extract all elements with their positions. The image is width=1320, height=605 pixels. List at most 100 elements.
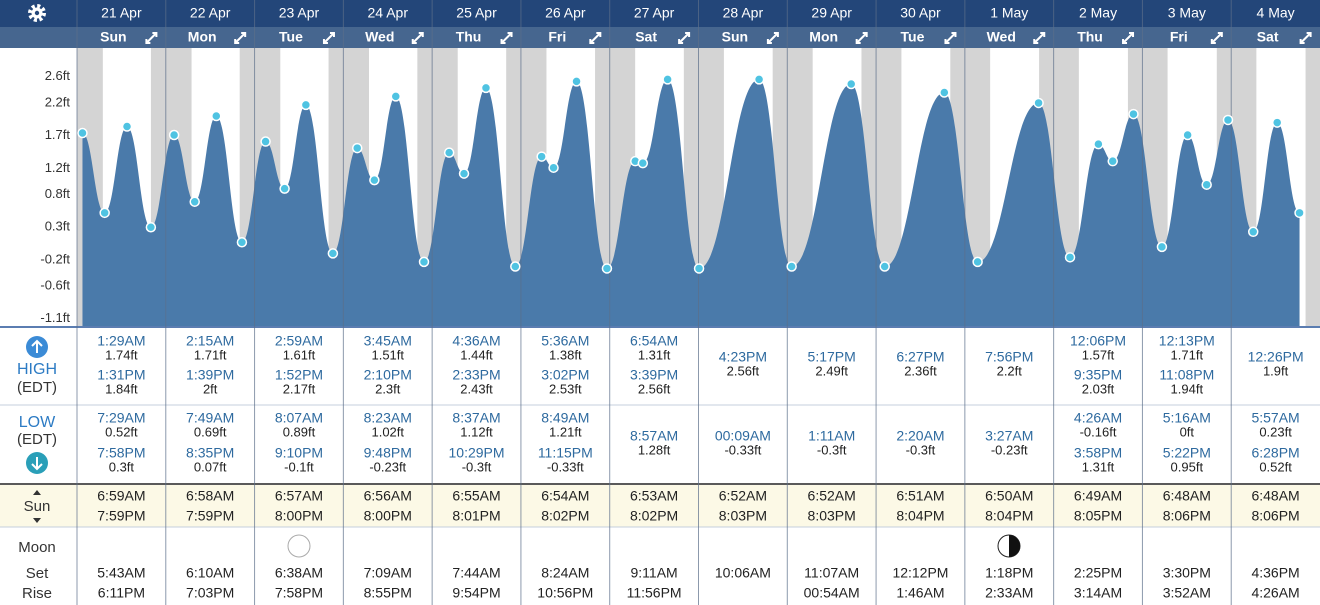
expand-icon[interactable] [234,32,247,44]
low-time: 8:57AM [630,428,678,444]
sunrise-time: 6:50AM [985,488,1033,504]
high-height: 1.94ft [1171,381,1204,396]
low-time: 7:49AM [186,410,234,426]
date-label: 1 May [990,5,1028,21]
tide-point [1128,108,1139,120]
low-height: 0.23ft [1259,424,1292,439]
date-label: 23 Apr [279,5,320,21]
tide-point [1093,138,1104,150]
moonrise-time: 3:52AM [1163,585,1211,601]
expand-icon[interactable] [322,32,335,44]
moonrise-time: 6:11PM [98,585,145,601]
moonrise-time: 11:56PM [627,585,682,601]
low-time: 5:16AM [1163,410,1211,426]
tide-point [1064,252,1076,263]
high-label: HIGH [17,361,57,378]
weekday-label: Thu [1077,29,1103,45]
tide-point [145,221,157,233]
tide-point [1201,179,1212,190]
sun-label: Sun [24,498,51,515]
chart-layer: -1.1ft -0.6ft -0.2ft 0.3ft 0.8ft 1.2ft 1.7ft 2.… [0,48,1320,326]
tide-point [637,157,649,169]
expand-icon[interactable] [145,32,158,44]
tide-point [351,142,363,154]
moonrise-time: 00:54AM [804,585,860,601]
moonrise-label: Rise [22,585,52,602]
low-height: 0.89ft [283,424,316,439]
expand-icon[interactable] [1033,32,1046,44]
high-time: 7:56PM [985,349,1033,365]
low-height: 0.69ft [194,424,227,439]
tide-point [1182,129,1193,141]
low-height: -0.16ft [1080,424,1117,439]
settings-icon[interactable] [28,4,46,22]
sunrise-time: 6:52AM [719,488,767,504]
expand-arrow [322,32,335,44]
high-height: 2.03ft [1082,381,1115,396]
low-height: -0.23ft [369,459,406,474]
weekday-label: Wed [365,29,394,45]
sunset-time: 7:59PM [186,508,234,524]
tide-point [693,263,705,274]
high-time: 5:36AM [541,333,589,349]
sunrise-time: 6:48AM [1163,488,1211,504]
expand-arrow [1210,32,1223,44]
date-label: 24 Apr [368,5,409,21]
high-height: 1.51ft [371,347,404,362]
low-height: 1.31ft [1082,459,1115,474]
date-label: 25 Apr [456,5,497,21]
tide-point [1107,155,1118,167]
weekday-label: Mon [188,29,217,45]
expand-icon[interactable] [1210,32,1223,44]
sunrise-time: 6:52AM [808,488,856,504]
sunset-time: 8:01PM [452,508,500,524]
high-height: 2.2ft [997,363,1023,378]
tide-point [390,91,402,102]
weekday-label: Tue [901,29,925,45]
expand-icon[interactable] [1122,32,1135,44]
high-time: 1:52PM [275,367,323,383]
low-height: 0.3ft [109,459,135,474]
tide-point [369,174,380,186]
tide-point [548,162,559,173]
tide-point [458,168,470,179]
low-time: 2:20AM [896,428,944,444]
expand-icon[interactable] [678,32,691,44]
y-tick-label: 2.6ft [45,68,71,83]
sunset-time: 8:00PM [275,508,323,524]
tide-point [845,78,857,90]
date-label: 3 May [1168,5,1206,21]
expand-icon[interactable] [411,32,424,44]
low-height: -0.3ft [906,442,936,457]
high-time: 2:15AM [186,333,234,349]
sunset-time: 8:06PM [1251,508,1299,524]
moonset-time: 10:06AM [715,565,771,581]
high-height: 1.44ft [460,347,493,362]
expand-icon[interactable] [589,32,602,44]
expand-icon[interactable] [500,32,513,44]
high-time: 2:59AM [275,333,323,349]
low-height: 0.95ft [1171,459,1204,474]
high-height: 1.71ft [1171,347,1204,362]
expand-arrow [678,32,691,44]
expand-icon[interactable] [1299,32,1312,44]
moonset-time: 6:38AM [275,565,323,581]
weekday-label: Fri [1170,29,1188,45]
moonset-time: 9:11AM [630,565,677,581]
expand-icon[interactable] [766,32,779,44]
low-time: 00:09AM [715,428,771,444]
y-tick-label: -1.1ft [40,310,70,325]
expand-icon[interactable] [855,32,868,44]
tide-point [260,136,271,147]
low-time: 9:10PM [275,445,323,461]
moonset-time: 12:12PM [892,565,948,581]
date-label: 29 Apr [811,5,852,21]
low-height: -0.1ft [284,459,314,474]
tide-point [99,207,110,219]
tide-point [571,76,582,87]
moonrise-time: 3:14AM [1074,585,1122,601]
expand-icon[interactable] [944,32,957,44]
date-label: 28 Apr [723,5,764,21]
tide-point [327,248,339,259]
moonset-label: Set [26,565,49,582]
